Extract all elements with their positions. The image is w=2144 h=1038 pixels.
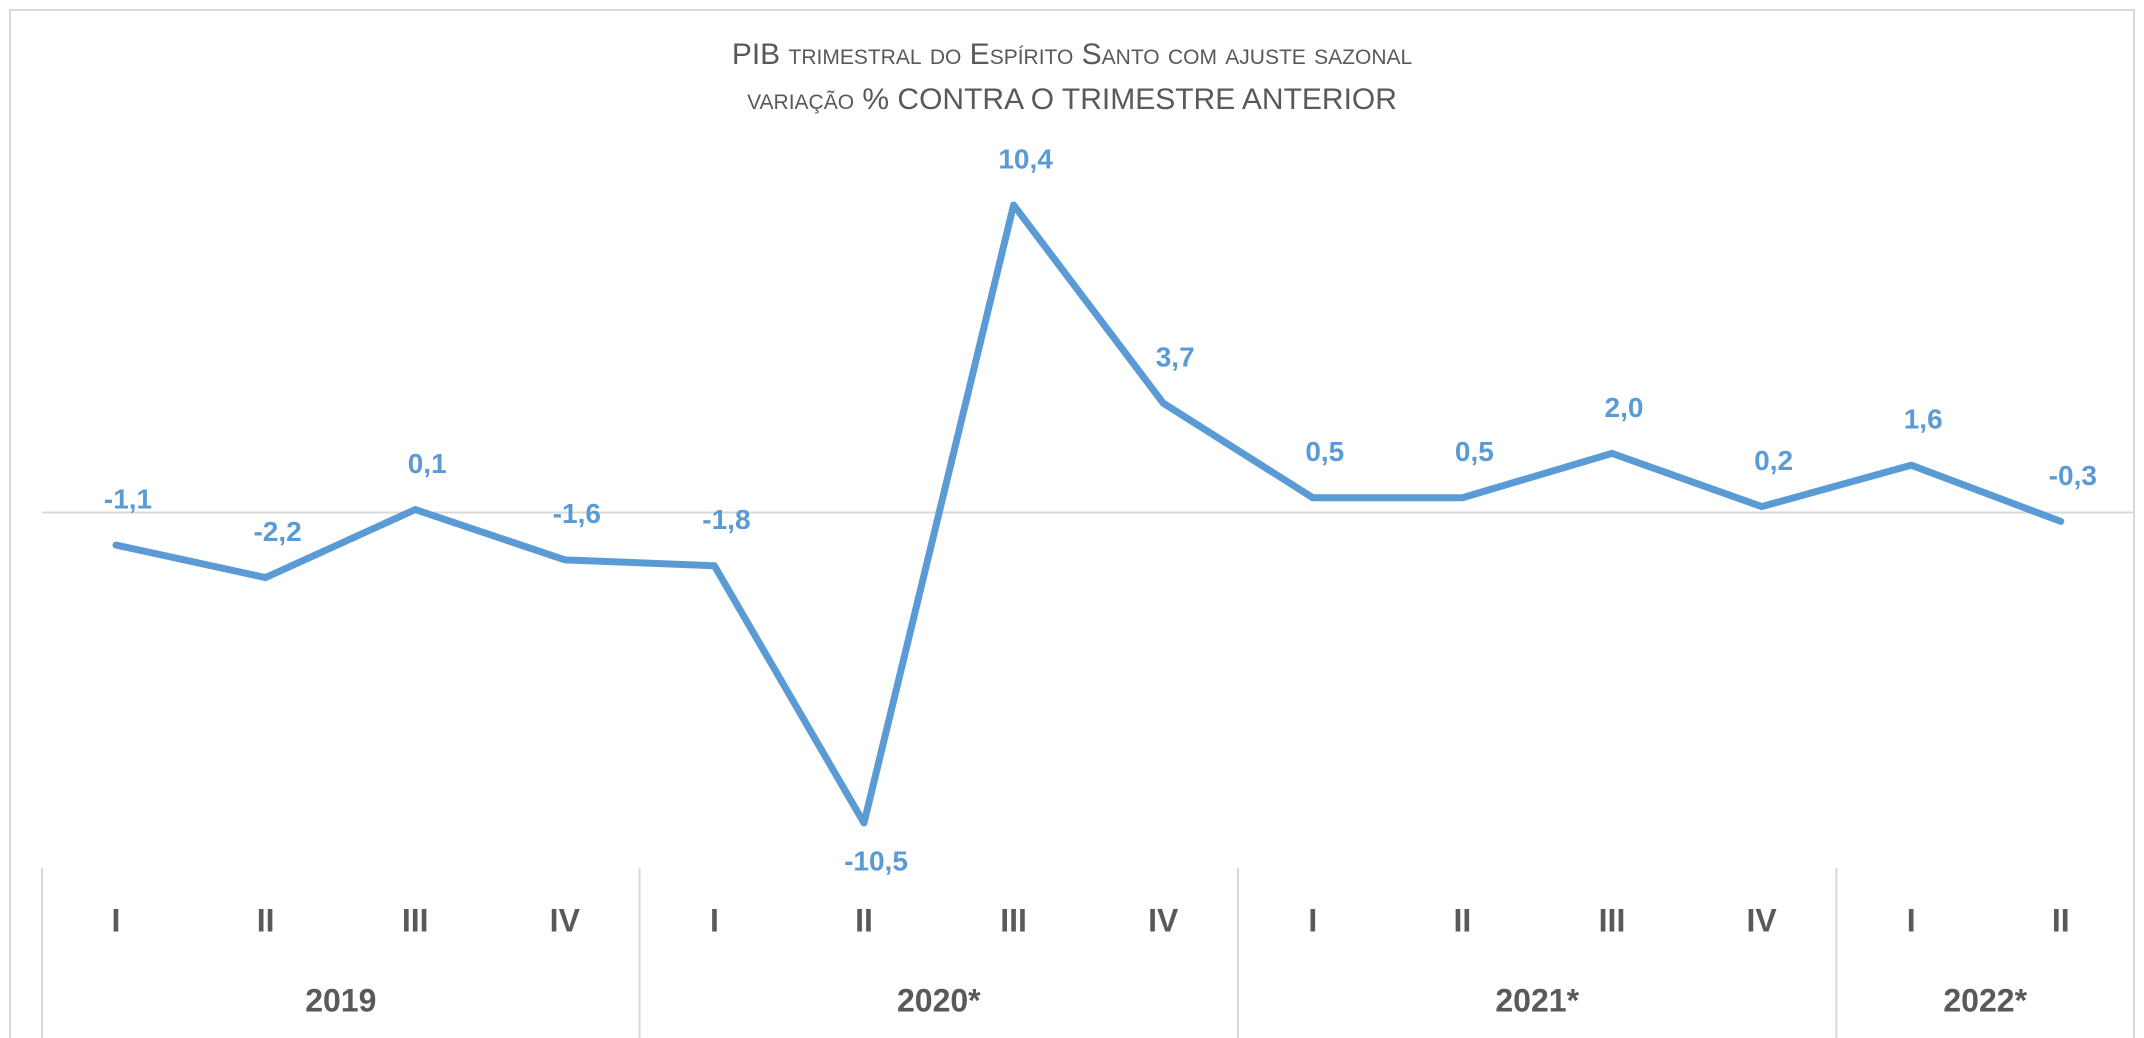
group-label: 2021*: [1495, 982, 1579, 1018]
group-label: 2020*: [897, 982, 981, 1018]
data-label: 0,1: [408, 448, 447, 479]
data-label: -0,3: [2049, 460, 2097, 491]
chart-border: [9, 9, 2135, 1038]
data-label: 3,7: [1156, 342, 1195, 373]
data-line: [112, 201, 2065, 827]
data-label: -1,1: [104, 483, 152, 514]
chart-title: PIB trimestral do Espírito Santo com aju…: [732, 38, 1412, 71]
x-tick-label: III: [1000, 902, 1027, 938]
data-label: 0,5: [1305, 436, 1344, 467]
x-tick-label: I: [710, 902, 719, 938]
data-label: -10,5: [844, 845, 908, 876]
x-tick-label: II: [855, 902, 873, 938]
data-label: -2,2: [253, 516, 301, 547]
x-tick-label: I: [1907, 902, 1916, 938]
data-label: -1,8: [702, 504, 750, 535]
x-tick-label: III: [402, 902, 429, 938]
data-label: -1,6: [553, 498, 601, 529]
chart-subtitle: variação % CONTRA O TRIMESTRE ANTERIOR: [747, 83, 1397, 116]
data-label: 1,6: [1904, 404, 1943, 435]
x-tick-label: II: [2052, 902, 2070, 938]
x-tick-label: IV: [1148, 902, 1179, 938]
x-tick-label: I: [112, 902, 121, 938]
data-label: 10,4: [998, 143, 1053, 174]
x-tick-label: IV: [1746, 902, 1777, 938]
data-label: 0,2: [1754, 445, 1793, 476]
x-tick-label: II: [1454, 902, 1472, 938]
data-label: 2,0: [1605, 392, 1644, 423]
x-tick-label: III: [1599, 902, 1626, 938]
group-label: 2022*: [1943, 982, 2027, 1018]
group-label: 2019: [305, 982, 376, 1018]
x-tick-label: IV: [550, 902, 581, 938]
data-label: 0,5: [1455, 436, 1494, 467]
x-tick-label: I: [1308, 902, 1317, 938]
x-tick-label: II: [257, 902, 275, 938]
